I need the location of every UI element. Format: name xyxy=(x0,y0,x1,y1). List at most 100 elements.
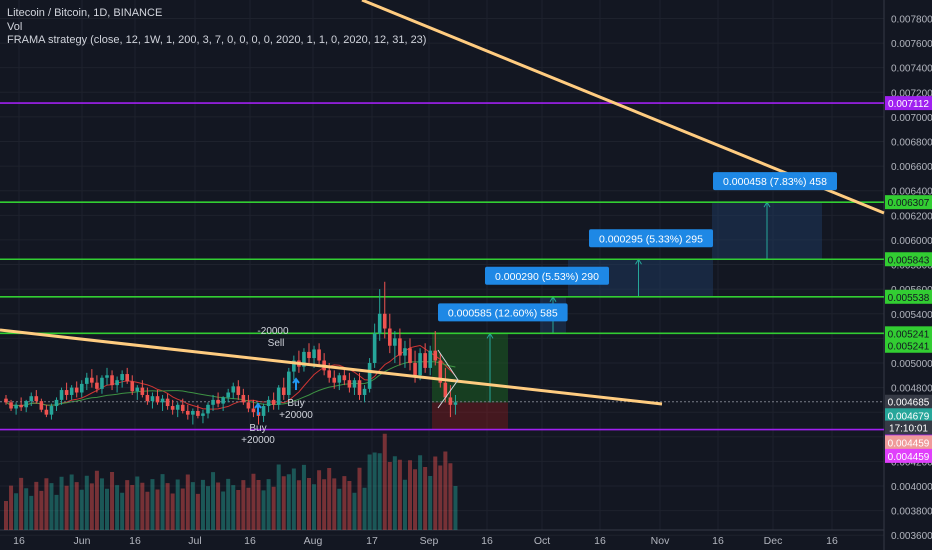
moving-averages xyxy=(5,344,456,410)
time-tick-label: Aug xyxy=(304,535,323,547)
signal-label: Sell xyxy=(268,338,285,349)
volume-bar xyxy=(443,451,448,530)
price-axis-badge-text: 0.004459 xyxy=(888,438,930,449)
candle-body xyxy=(79,383,84,393)
volume-bar xyxy=(428,476,433,530)
candle-body xyxy=(201,413,205,416)
candle-body xyxy=(251,408,256,413)
volume-bar xyxy=(206,486,210,530)
target-label-box xyxy=(438,303,568,322)
candle-body xyxy=(377,313,382,334)
candle-body xyxy=(312,349,316,359)
symbol-title[interactable]: Litecoin / Bitcoin, 1D, BINANCE xyxy=(7,7,163,19)
time-tick-label: Sep xyxy=(420,535,439,547)
level-price-tag-text: 0.005241 xyxy=(888,329,930,340)
volume-bar xyxy=(170,493,175,530)
volume-bar xyxy=(24,488,29,530)
candle-body xyxy=(74,387,79,393)
price-tick-label: 0.006000 xyxy=(891,236,932,247)
volume-bar xyxy=(4,501,8,530)
candle-body xyxy=(372,333,377,363)
price-axis-badge-text: 0.005241 xyxy=(888,342,930,353)
candle-body xyxy=(105,375,109,378)
price-axis[interactable]: 0.007800 0.007600 0.007400 0.007200 0.007000… xyxy=(885,14,932,542)
strategy-indicator-label[interactable]: FRAMA strategy (close, 12, 1W, 1, 200, 3… xyxy=(7,34,427,46)
candle-body xyxy=(135,387,140,392)
target-label-text: 0.000295 (5.33%) 295 xyxy=(599,233,703,245)
price-tick-label: 0.007200 xyxy=(891,88,932,99)
price-tick-label: 0.007600 xyxy=(891,39,932,50)
volume-bar xyxy=(79,489,84,530)
volume-bar xyxy=(44,478,49,530)
level-price-tag xyxy=(885,96,932,111)
candle-body xyxy=(307,351,311,359)
candle-body xyxy=(362,388,367,395)
volume-bar xyxy=(372,452,377,530)
volume-bar xyxy=(190,482,195,530)
volume-bar xyxy=(352,492,357,530)
candle-body xyxy=(69,387,74,395)
price-tick-label: 0.005400 xyxy=(891,310,932,321)
volume-bar xyxy=(271,486,276,530)
volume-bar xyxy=(291,468,296,530)
volume-bar xyxy=(276,464,281,530)
volume-bar xyxy=(423,467,428,530)
price-axis-badge xyxy=(885,420,932,435)
volume-bar xyxy=(175,479,180,530)
volume-bar xyxy=(362,487,367,530)
candle-body xyxy=(382,313,387,329)
candle-body xyxy=(302,351,306,367)
candle-body xyxy=(150,396,155,402)
volume-bar xyxy=(9,485,14,530)
volume-bars xyxy=(4,433,458,530)
candle-body xyxy=(186,410,190,415)
level-price-tag-text: 0.005538 xyxy=(888,293,930,304)
target-label-box xyxy=(485,266,609,285)
candle-body xyxy=(438,360,443,383)
volume-bar xyxy=(327,468,332,530)
candle-body xyxy=(398,338,402,356)
candle-body xyxy=(196,410,200,416)
time-tick-label: 16 xyxy=(826,535,838,547)
target-label-box xyxy=(589,229,713,248)
volume-bar xyxy=(397,459,402,530)
signal-amount: -20000 xyxy=(257,326,289,337)
volume-bar xyxy=(332,478,337,530)
price-tick-label: 0.006400 xyxy=(891,187,932,198)
level-price-tag xyxy=(885,252,932,267)
candle-body xyxy=(317,349,321,361)
price-tick-label: 0.006800 xyxy=(891,137,932,148)
candle-body xyxy=(428,350,432,368)
volume-bar xyxy=(367,454,372,530)
volume-bar xyxy=(89,483,94,530)
candle-body xyxy=(85,377,89,384)
volume-bar xyxy=(99,478,104,530)
volume-bar xyxy=(256,480,261,530)
candle-body xyxy=(241,394,246,403)
buy-arrow-icon xyxy=(292,377,300,390)
candle-body xyxy=(226,392,230,398)
candle-body xyxy=(231,386,236,393)
target-labels: 0.000585 (12.60%) 585 0.000290 (5.53%) 29… xyxy=(438,172,837,322)
candle-body xyxy=(448,397,453,405)
candle-body xyxy=(9,402,13,409)
time-axis[interactable]: 16 Jun 16 Jul 16 Aug 17 Sep 16 Oct 16 Nov 16 Dec 16 xyxy=(13,535,838,547)
candle-body xyxy=(14,404,18,409)
descending-support-trendline[interactable] xyxy=(0,328,663,406)
price-tick-label: 0.003600 xyxy=(891,531,932,542)
volume-bar xyxy=(312,484,317,530)
price-axis-badge-text: 0.004459 xyxy=(888,452,930,463)
candle-body xyxy=(44,409,49,415)
candle-body xyxy=(271,399,276,405)
volume-indicator-label[interactable]: Vol xyxy=(7,20,23,33)
candle-body xyxy=(433,350,438,361)
candle-body xyxy=(64,390,69,395)
price-axis-badge xyxy=(885,394,932,409)
volume-bar xyxy=(221,491,226,530)
volume-bar xyxy=(322,479,327,530)
target-label-text: 0.000290 (5.53%) 290 xyxy=(495,271,599,283)
projection-wedge xyxy=(437,349,459,409)
time-tick-label: 17 xyxy=(366,535,378,547)
